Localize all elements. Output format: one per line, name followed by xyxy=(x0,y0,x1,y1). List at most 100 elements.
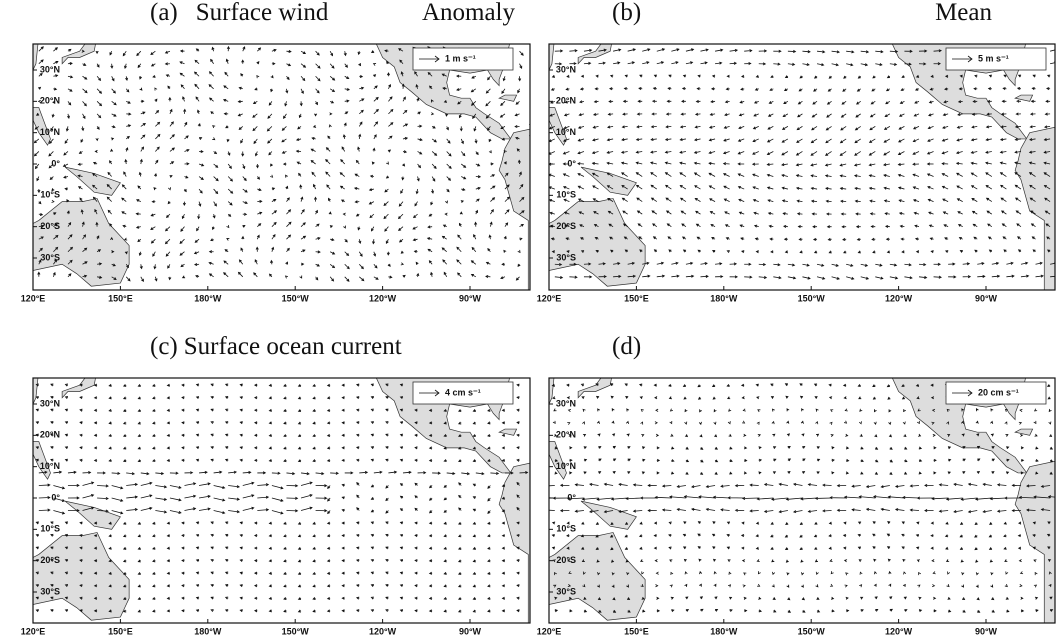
vector xyxy=(82,234,87,240)
vector xyxy=(312,421,316,425)
vector xyxy=(583,458,588,462)
vector xyxy=(650,197,658,202)
vector xyxy=(598,275,607,279)
vector xyxy=(1033,408,1038,412)
vector xyxy=(755,383,759,387)
vector xyxy=(67,470,77,474)
vector xyxy=(711,250,716,253)
vector xyxy=(414,534,418,538)
vector xyxy=(211,46,215,52)
vector xyxy=(918,459,923,463)
vector xyxy=(111,113,117,117)
vector xyxy=(886,75,891,79)
vector xyxy=(1014,137,1022,141)
vector xyxy=(743,572,747,576)
vector xyxy=(624,547,628,550)
vector xyxy=(227,201,233,206)
vector xyxy=(967,510,978,514)
vector xyxy=(428,408,433,412)
vector xyxy=(554,459,559,463)
vector xyxy=(566,396,570,400)
land xyxy=(1014,460,1055,623)
vector xyxy=(577,162,584,166)
vector xyxy=(443,559,447,563)
vector xyxy=(583,609,588,613)
vector xyxy=(140,111,146,115)
vector xyxy=(501,559,505,563)
vector xyxy=(166,609,170,613)
vector xyxy=(784,534,789,538)
vector xyxy=(38,72,43,77)
vector xyxy=(344,111,349,115)
vector xyxy=(944,237,949,241)
vector xyxy=(913,113,920,117)
vector xyxy=(566,383,570,387)
vector xyxy=(860,263,869,267)
vector xyxy=(802,276,811,280)
vector xyxy=(810,199,818,203)
vector xyxy=(515,136,520,140)
vector xyxy=(577,151,585,155)
vector xyxy=(341,496,345,500)
vector xyxy=(714,596,718,600)
vector xyxy=(355,458,360,462)
vector xyxy=(873,421,877,426)
vector xyxy=(387,263,391,267)
vector xyxy=(213,485,226,490)
vector xyxy=(1004,496,1021,500)
vector xyxy=(612,609,617,613)
vector xyxy=(927,138,934,142)
vector xyxy=(792,482,803,486)
vector xyxy=(534,76,536,80)
vector xyxy=(179,238,185,244)
vector xyxy=(947,434,951,437)
x-tick-label: 180°W xyxy=(710,293,738,303)
vector xyxy=(107,209,112,215)
land xyxy=(549,378,555,405)
vector xyxy=(516,446,520,450)
vector xyxy=(33,151,40,157)
vector xyxy=(198,494,211,499)
vector xyxy=(691,507,701,511)
vector xyxy=(329,251,336,255)
vector xyxy=(532,277,534,281)
vector xyxy=(802,62,810,67)
vector xyxy=(386,61,390,65)
vector xyxy=(1017,546,1022,550)
vector xyxy=(385,510,389,514)
vector xyxy=(1018,559,1022,563)
vector xyxy=(941,138,949,142)
vector xyxy=(222,98,229,102)
vector xyxy=(428,596,433,600)
vector xyxy=(1030,223,1036,227)
vector xyxy=(698,558,702,562)
vector xyxy=(583,48,593,52)
vector xyxy=(871,237,876,241)
vector xyxy=(504,209,510,215)
vector xyxy=(546,572,549,574)
vector xyxy=(552,496,570,500)
vector xyxy=(150,63,156,67)
vector xyxy=(802,445,806,449)
vector xyxy=(726,250,730,253)
vector xyxy=(840,199,847,203)
vector xyxy=(82,471,92,475)
vector xyxy=(93,383,98,387)
vector xyxy=(843,521,847,525)
vector xyxy=(67,75,74,79)
vector xyxy=(902,558,906,562)
vector xyxy=(442,224,447,228)
y-tick-label: 20°S xyxy=(556,221,576,231)
vector xyxy=(164,50,171,54)
vector xyxy=(123,237,128,241)
vector xyxy=(224,396,229,399)
vector xyxy=(845,471,850,475)
vector xyxy=(326,571,331,575)
vector xyxy=(532,396,535,398)
vector xyxy=(35,433,39,437)
vector xyxy=(815,420,819,425)
vector xyxy=(580,383,585,387)
vector xyxy=(694,185,701,190)
vector xyxy=(516,546,520,550)
